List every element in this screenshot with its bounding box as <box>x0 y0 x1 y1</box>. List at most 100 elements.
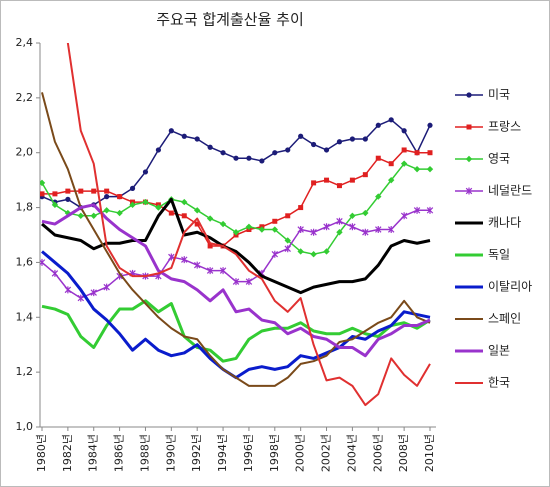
point <box>427 122 433 128</box>
point <box>388 176 395 184</box>
y-tick-label: 2,4 <box>16 36 34 49</box>
point <box>426 165 434 173</box>
point <box>413 165 421 173</box>
point <box>349 223 356 231</box>
legend-label: 미국 <box>488 88 510 102</box>
point <box>401 128 407 134</box>
x-tick-label: 1984년 <box>87 434 100 472</box>
x-tick-label: 1994년 <box>216 434 229 472</box>
point <box>375 226 382 234</box>
plot-area <box>40 43 434 407</box>
point <box>90 289 97 297</box>
point <box>194 221 200 227</box>
point <box>336 229 343 236</box>
point <box>298 205 304 211</box>
x-tick-label: 2006년 <box>371 434 384 472</box>
legend-label: 스페인 <box>488 312 521 326</box>
point <box>142 198 149 206</box>
x-tick-label: 2000년 <box>294 434 307 472</box>
x-tick-label: 2010년 <box>423 434 436 472</box>
point <box>323 248 330 255</box>
point <box>232 229 240 236</box>
point <box>168 253 175 261</box>
point <box>400 160 408 167</box>
point <box>285 213 291 219</box>
point <box>40 258 46 266</box>
point <box>259 158 265 164</box>
y-tick-label: 1,4 <box>16 310 34 323</box>
point <box>297 226 304 234</box>
point <box>103 207 110 214</box>
point <box>246 155 252 161</box>
point <box>51 201 59 209</box>
point <box>220 150 226 156</box>
point <box>219 267 227 275</box>
point <box>77 294 85 302</box>
point <box>77 212 84 219</box>
x-tick-label: 1988년 <box>138 434 151 472</box>
point <box>310 251 317 258</box>
point <box>129 185 136 191</box>
point <box>362 136 368 142</box>
point <box>272 218 278 224</box>
point <box>194 207 201 214</box>
point <box>285 147 291 153</box>
point <box>388 161 394 167</box>
x-tick-label: 2008년 <box>397 434 410 472</box>
series-line <box>41 203 431 358</box>
point <box>258 226 266 233</box>
point <box>40 179 46 187</box>
legend-marker <box>465 187 473 195</box>
point <box>401 147 407 153</box>
series-line <box>41 92 431 387</box>
x-tick-label: 1998년 <box>268 434 281 472</box>
point <box>311 141 317 148</box>
point <box>375 122 381 128</box>
x-tick-label: 1982년 <box>61 434 74 472</box>
point <box>232 278 240 286</box>
point <box>336 183 342 189</box>
point <box>375 193 382 200</box>
legend-marker <box>465 155 473 163</box>
point <box>116 209 123 217</box>
series-line <box>66 43 431 407</box>
point <box>426 206 434 214</box>
legend-label: 이탈리아 <box>488 280 532 294</box>
point <box>168 128 174 134</box>
chart-title: 주요국 합계출산율 추이 <box>156 11 304 29</box>
series-line <box>41 299 431 363</box>
point <box>349 177 355 183</box>
point <box>181 213 187 219</box>
point <box>155 147 161 153</box>
x-tick-label: 1990년 <box>164 434 177 472</box>
legend-label: 프랑스 <box>488 120 521 134</box>
point <box>104 188 110 194</box>
legend-marker <box>466 124 472 130</box>
point <box>233 155 239 161</box>
point <box>284 245 291 253</box>
point <box>78 188 84 194</box>
point <box>245 278 253 286</box>
point <box>155 204 162 211</box>
point <box>311 180 317 186</box>
y-tick-label: 2,0 <box>16 146 34 159</box>
point <box>271 226 278 233</box>
point <box>362 209 369 217</box>
point <box>206 215 214 222</box>
point <box>193 261 201 269</box>
point <box>310 228 317 236</box>
x-tick-label: 2004년 <box>345 434 358 472</box>
y-tick-label: 1,0 <box>16 420 34 433</box>
point <box>387 226 395 234</box>
legend-label: 네덜란드 <box>488 184 532 198</box>
point <box>414 150 420 156</box>
point <box>181 256 188 264</box>
point <box>324 177 330 183</box>
point <box>400 212 408 220</box>
x-tick-label: 1996년 <box>242 434 255 472</box>
point <box>362 172 368 178</box>
y-tick-label: 1,6 <box>16 255 34 268</box>
legend-label: 캐나다 <box>488 216 521 230</box>
